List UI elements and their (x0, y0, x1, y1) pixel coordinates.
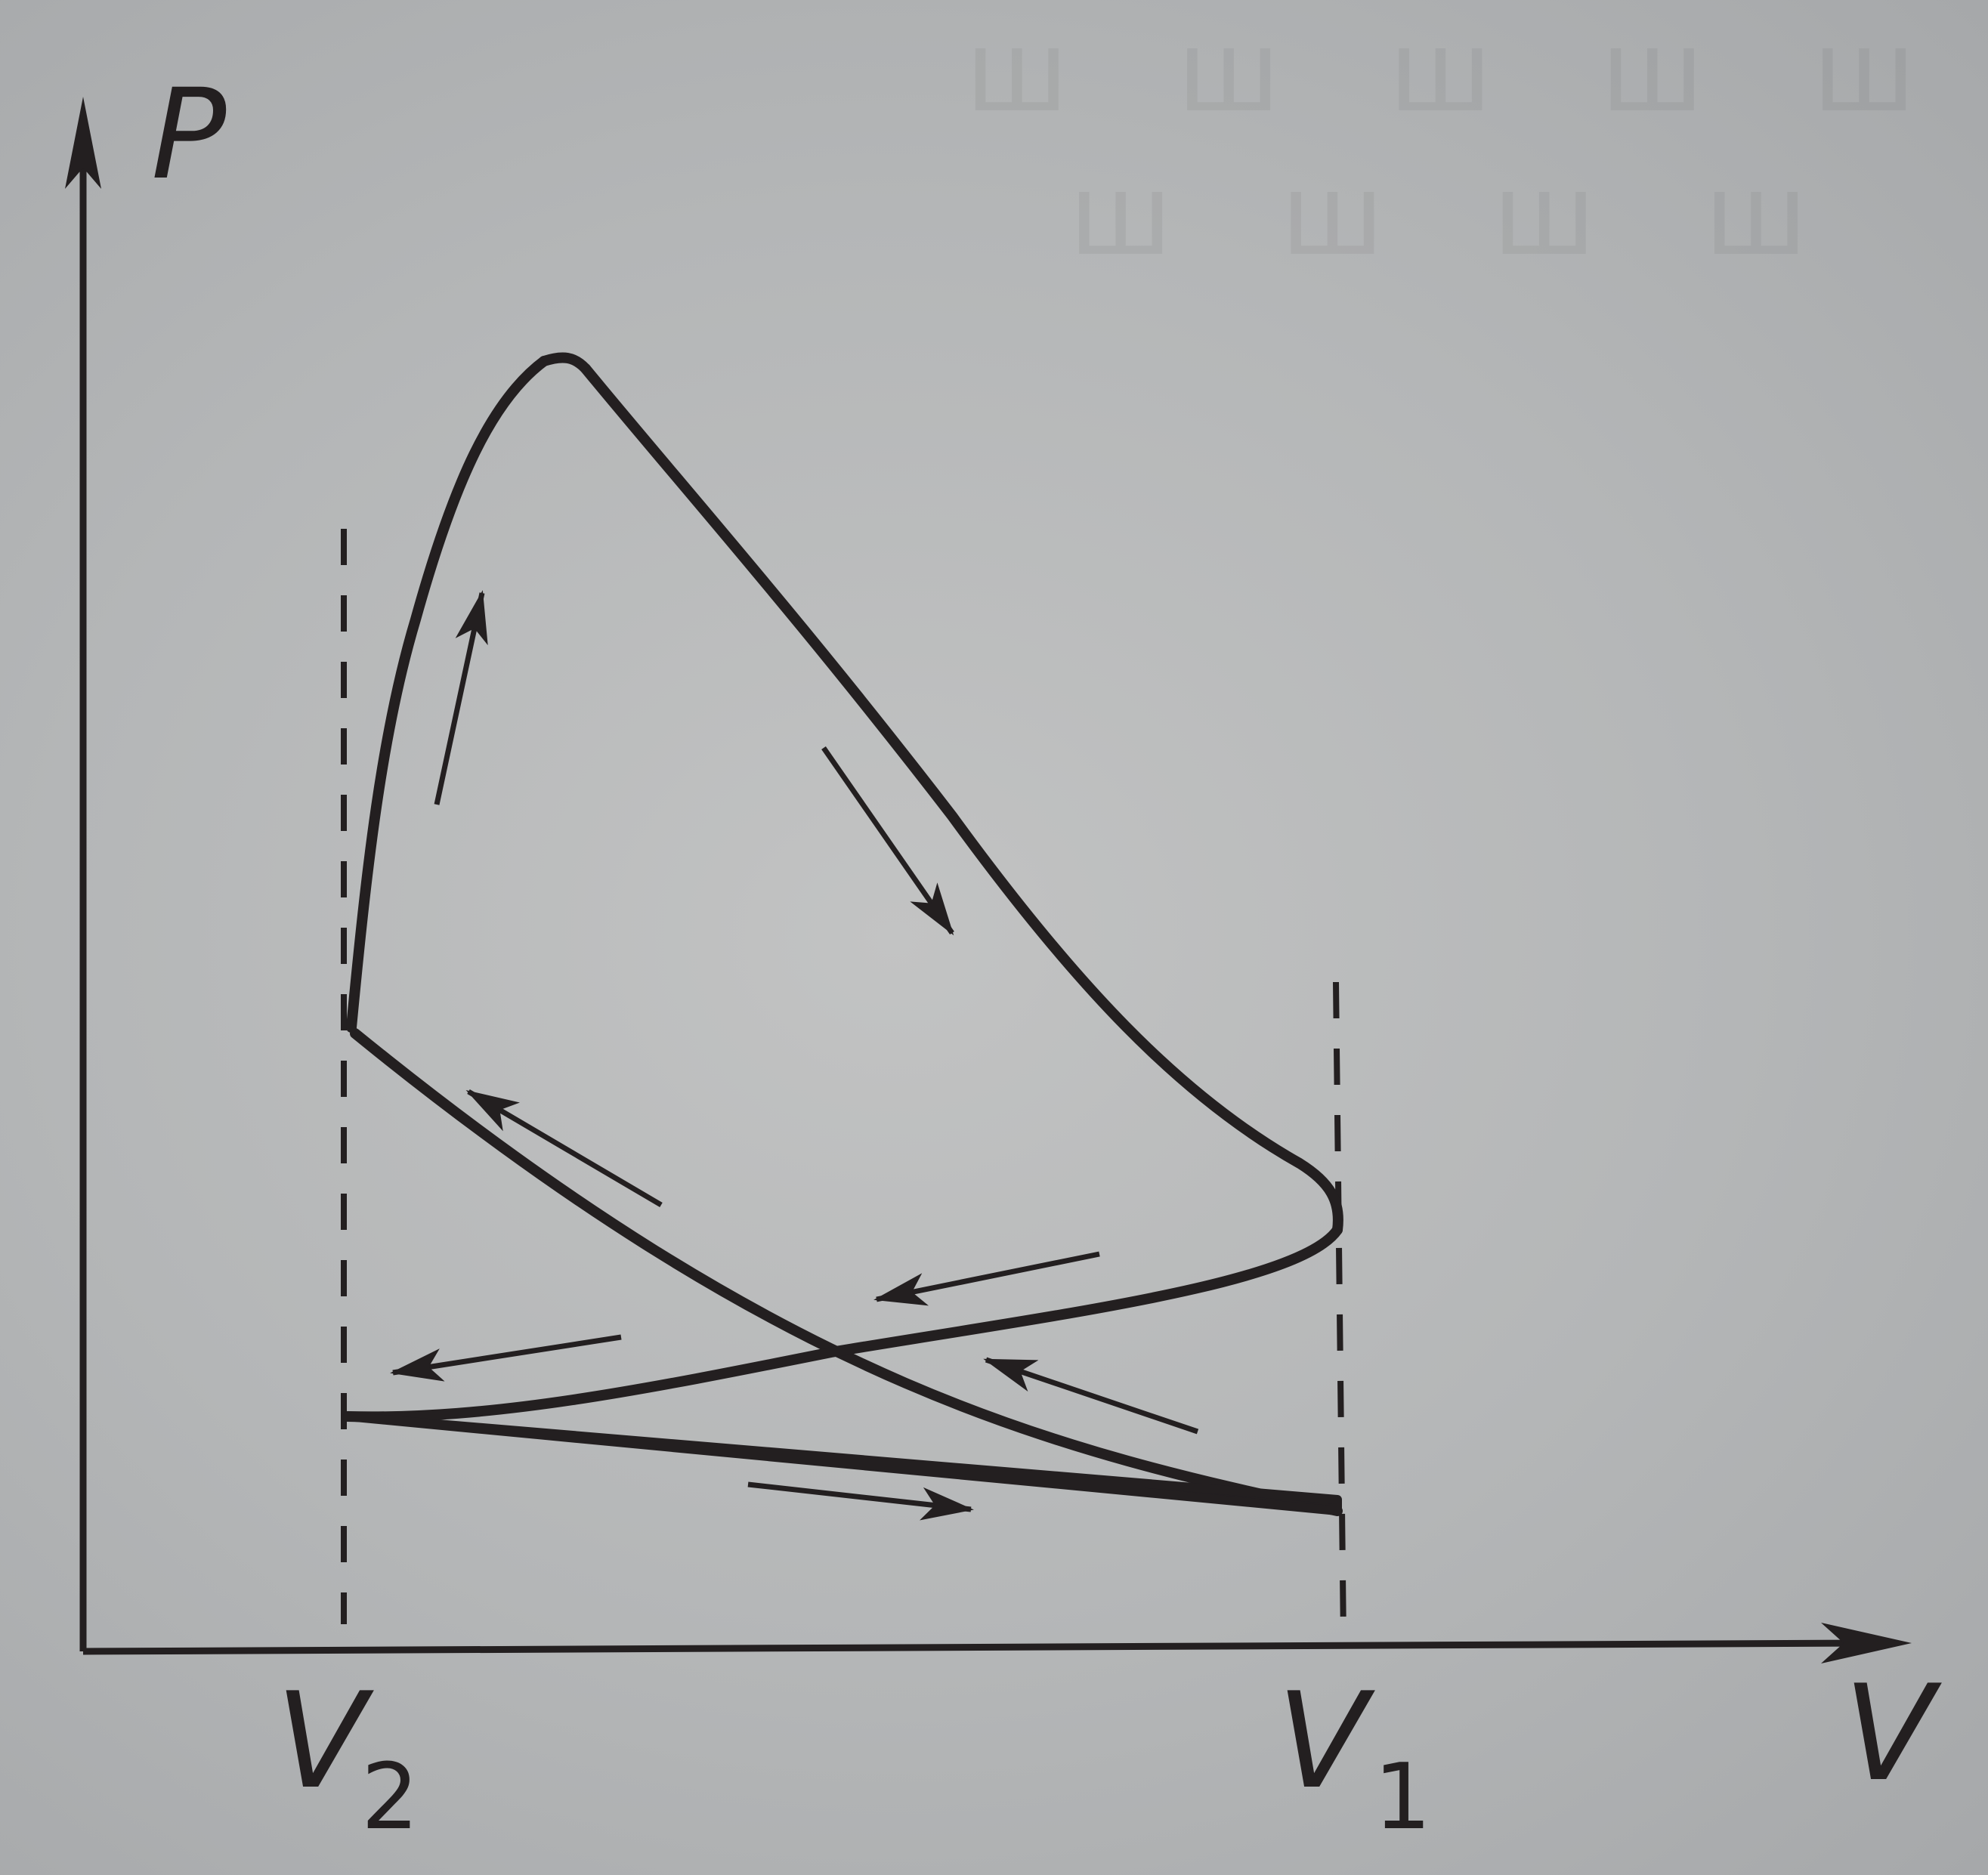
arrow-up-left (465, 1089, 663, 1208)
arrow-up (434, 590, 488, 805)
v1-label-main: V (1277, 1665, 1375, 1818)
combustion-rise-curve (346, 356, 549, 1033)
v2-label-subscript: 2 (361, 1745, 419, 1850)
exhaust-return-curve (342, 1225, 1343, 1422)
p-axis-label: P (151, 62, 227, 207)
v-axis-label: V (1844, 1657, 1942, 1811)
v-axis-line (82, 1639, 1875, 1655)
expansion-curve (580, 363, 1343, 1235)
arrow-down-right (821, 746, 954, 936)
p-axis-arrowhead (65, 97, 101, 189)
axes (65, 97, 1912, 1663)
v1-label: V 1 (1277, 1665, 1431, 1850)
arrow-left-diagonal (983, 1357, 1199, 1435)
arrow-left-lower (390, 1334, 622, 1382)
compression-curve (350, 1028, 1343, 1516)
v2-label: V 2 (276, 1665, 419, 1850)
v2-label-main: V (276, 1665, 374, 1818)
arrow-left-upper (873, 1251, 1100, 1306)
peak-curve (539, 352, 591, 374)
v1-dashed-guide (1333, 981, 1346, 1640)
flow-arrows (390, 590, 1199, 1521)
arrow-right (747, 1481, 974, 1521)
v-axis-arrowhead (1821, 1623, 1912, 1663)
v1-label-subscript: 1 (1374, 1745, 1431, 1850)
intake-wedge (343, 1412, 1342, 1515)
volume-guides (341, 529, 1346, 1640)
cycle-curves (342, 352, 1343, 1516)
